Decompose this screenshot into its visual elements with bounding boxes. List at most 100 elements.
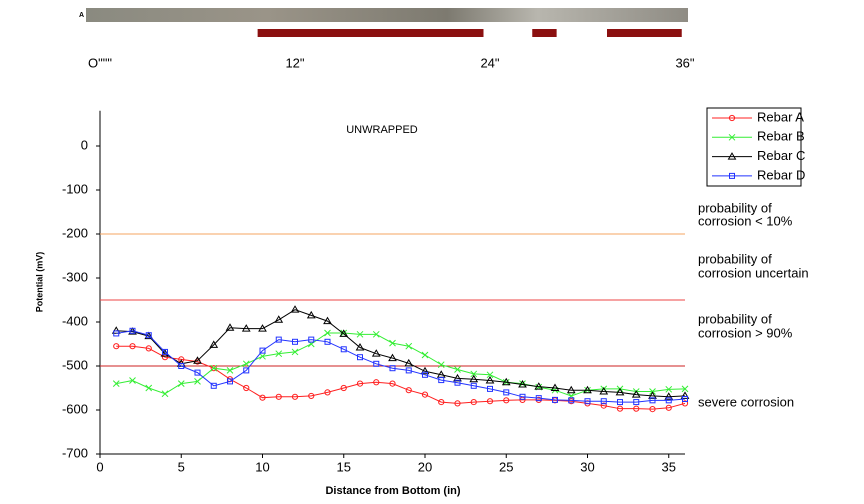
y-tick-label: -400: [62, 313, 88, 328]
point: [584, 398, 591, 405]
point: [485, 376, 495, 384]
point: [680, 391, 690, 399]
point: [193, 356, 202, 364]
point: [519, 393, 526, 400]
legend-label: Rebar C: [757, 148, 805, 163]
point: [583, 385, 592, 394]
point: [519, 380, 526, 387]
point: [665, 397, 672, 404]
point: [389, 380, 396, 387]
strip-segment: [257, 29, 484, 37]
point: [421, 351, 429, 359]
point: [194, 369, 201, 376]
point: [225, 323, 235, 331]
point: [470, 370, 478, 378]
y-tick-label: 0: [81, 137, 88, 152]
point: [373, 360, 380, 367]
point: [388, 353, 397, 362]
legend-marker: [727, 152, 737, 160]
point: [339, 329, 349, 337]
point: [486, 371, 494, 379]
y-tick-label: -300: [62, 269, 88, 284]
photo-strip: [86, 8, 688, 22]
point: [324, 389, 331, 396]
point: [665, 404, 672, 411]
point: [486, 398, 494, 405]
point: [469, 374, 479, 383]
point: [308, 392, 315, 400]
point: [404, 358, 414, 367]
y-tick-label: -500: [62, 357, 88, 372]
point: [210, 382, 217, 389]
x-tick-label: 35: [662, 459, 676, 474]
legend-marker: [729, 172, 735, 179]
x-tick-label: 10: [255, 459, 269, 474]
point: [615, 387, 625, 396]
point: [631, 390, 641, 398]
strip-segment: [607, 29, 682, 37]
strip-tick-label: 12": [285, 55, 304, 70]
point: [682, 396, 688, 402]
point: [470, 382, 477, 389]
point: [681, 400, 689, 407]
plot-label: UNWRAPPED: [346, 124, 418, 136]
point: [112, 380, 120, 387]
point: [113, 343, 120, 350]
y-tick-label: -200: [62, 225, 88, 240]
point: [470, 398, 477, 406]
point: [357, 354, 363, 361]
point: [274, 315, 284, 323]
point: [405, 387, 412, 394]
point: [177, 380, 185, 387]
point: [617, 399, 623, 406]
point: [145, 345, 152, 352]
point: [306, 310, 316, 319]
point: [144, 331, 154, 340]
point: [275, 336, 282, 343]
point: [566, 385, 576, 394]
point: [454, 379, 461, 386]
point: [649, 397, 656, 404]
point: [340, 346, 347, 353]
y-tick-label: -600: [62, 401, 88, 416]
y-axis-title: Potential (mV): [34, 252, 44, 313]
annotation: probability of: [698, 251, 772, 266]
point: [681, 385, 689, 393]
strip-tick-label: 36": [675, 55, 694, 70]
x-tick-label: 30: [580, 459, 594, 474]
x-tick-label: 25: [499, 459, 513, 474]
point: [194, 378, 201, 385]
point: [145, 332, 152, 339]
point: [421, 391, 429, 398]
point: [649, 406, 656, 413]
point: [145, 384, 153, 392]
y-tick-label: -700: [62, 445, 88, 460]
point: [129, 343, 136, 350]
point: [568, 397, 575, 404]
point: [129, 327, 136, 334]
point: [600, 402, 607, 409]
point: [389, 365, 396, 372]
y-tick-label: -100: [62, 181, 88, 196]
point: [535, 395, 542, 402]
point: [356, 380, 364, 387]
annotation: corrosion < 10%: [698, 213, 793, 228]
point: [226, 367, 234, 374]
point: [324, 338, 331, 345]
point: [161, 390, 169, 398]
point: [518, 379, 527, 388]
annotation: probability of: [698, 200, 772, 215]
annotation: corrosion > 90%: [698, 325, 793, 340]
point: [437, 361, 445, 369]
point: [356, 330, 364, 338]
point: [422, 371, 428, 378]
point: [371, 349, 381, 357]
point: [323, 316, 332, 325]
point: [209, 340, 219, 348]
point: [242, 360, 250, 368]
point: [275, 393, 282, 400]
legend-label: Rebar B: [757, 129, 805, 144]
series-line: [116, 309, 686, 398]
legend-label: Rebar A: [757, 109, 804, 124]
point: [243, 384, 250, 392]
